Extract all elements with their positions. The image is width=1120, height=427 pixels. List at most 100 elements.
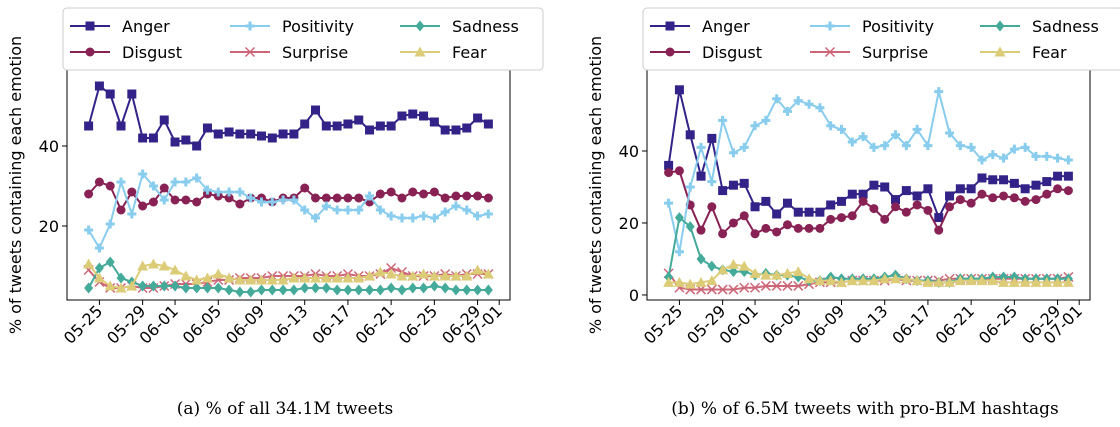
marker — [1063, 155, 1073, 165]
marker — [847, 211, 857, 221]
marker — [988, 150, 998, 160]
marker — [278, 129, 288, 139]
marker — [912, 124, 922, 134]
marker — [955, 141, 965, 151]
marker — [407, 270, 419, 281]
marker — [213, 129, 223, 139]
marker — [181, 282, 191, 294]
marker — [138, 280, 148, 292]
marker — [793, 280, 804, 291]
marker — [483, 284, 493, 296]
marker — [419, 211, 429, 221]
marker — [159, 115, 169, 125]
marker — [137, 260, 149, 271]
marker — [836, 213, 846, 223]
marker — [289, 195, 299, 205]
marker — [374, 266, 386, 277]
marker — [138, 201, 148, 211]
marker — [1008, 276, 1020, 287]
marker — [246, 286, 256, 298]
marker — [772, 94, 782, 104]
marker — [84, 225, 94, 235]
marker — [386, 282, 396, 294]
marker — [364, 270, 376, 281]
legend-marker — [85, 47, 95, 57]
marker — [311, 193, 321, 203]
marker — [685, 182, 695, 192]
legend-marker — [824, 46, 836, 58]
marker — [202, 185, 212, 195]
marker — [116, 177, 126, 187]
marker — [945, 191, 955, 201]
marker — [749, 267, 761, 278]
marker — [825, 275, 837, 286]
marker — [1019, 276, 1031, 287]
marker — [999, 191, 1009, 201]
marker — [717, 284, 728, 295]
marker — [1031, 151, 1041, 161]
marker — [695, 276, 707, 287]
marker — [739, 178, 749, 188]
legend-label: Surprise — [282, 43, 348, 62]
marker — [912, 191, 922, 201]
marker — [311, 213, 321, 223]
marker — [707, 260, 717, 272]
marker — [1020, 142, 1030, 152]
marker — [147, 258, 159, 269]
marker — [105, 219, 115, 229]
marker — [673, 276, 685, 287]
marker — [998, 276, 1010, 287]
x-tick-label: 05-25 — [640, 301, 686, 347]
marker — [440, 207, 450, 217]
marker — [235, 187, 245, 197]
marker — [451, 201, 461, 211]
marker — [429, 280, 439, 292]
marker — [105, 181, 115, 191]
legend-label: Anger — [702, 17, 750, 36]
marker — [728, 180, 738, 190]
marker — [739, 211, 749, 221]
marker — [750, 282, 761, 293]
marker — [1009, 178, 1019, 188]
marker — [93, 272, 105, 283]
legend-marker — [244, 46, 256, 58]
marker — [826, 214, 836, 224]
marker — [718, 186, 728, 196]
marker — [419, 189, 429, 199]
marker — [1053, 171, 1063, 181]
marker — [202, 282, 212, 294]
marker — [321, 282, 331, 294]
marker — [408, 282, 418, 294]
marker — [739, 282, 750, 293]
legend-marker — [825, 21, 835, 31]
marker — [127, 187, 137, 197]
marker — [727, 258, 739, 269]
marker — [966, 198, 976, 208]
legend-label: Disgust — [122, 43, 182, 62]
marker — [148, 280, 158, 292]
marker — [869, 142, 879, 152]
marker — [127, 89, 137, 99]
marker — [256, 284, 266, 296]
marker — [911, 275, 923, 286]
y-tick-label: 40 — [619, 142, 639, 161]
marker — [235, 286, 245, 298]
marker — [159, 183, 169, 193]
series-line — [668, 169, 1069, 236]
marker — [717, 264, 729, 275]
legend-marker — [995, 20, 1005, 32]
marker — [158, 260, 170, 271]
marker — [343, 205, 353, 215]
legend-marker — [245, 21, 255, 31]
marker — [300, 205, 310, 215]
marker — [933, 276, 945, 287]
marker — [224, 127, 234, 137]
marker — [84, 189, 94, 199]
marker — [891, 130, 901, 140]
marker — [159, 280, 169, 292]
marker — [277, 274, 289, 285]
series-line — [87, 180, 489, 213]
marker — [880, 182, 890, 192]
marker — [213, 187, 223, 197]
marker — [321, 121, 331, 131]
